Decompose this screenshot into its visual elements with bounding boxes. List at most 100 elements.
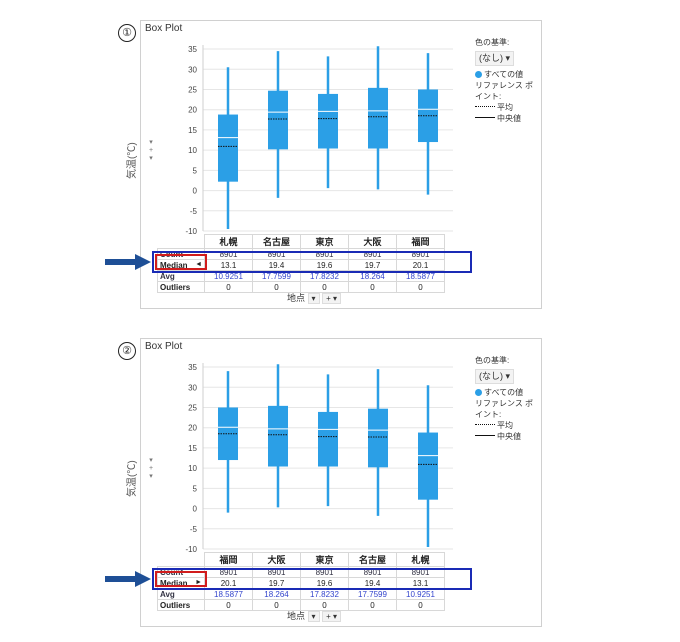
x-axis-add-button[interactable]: + ▾ — [322, 293, 341, 304]
box-plot-panel-2: Box Plot -10 -5 0 5 10 15 20 25 30 35 ▾ + ▾ 気温(℃)… — [127, 338, 542, 627]
legend-median: 中央値 — [497, 114, 521, 123]
box — [318, 93, 338, 149]
y-tick-label: 25 — [188, 85, 197, 94]
legend-title: 色の基準: — [475, 356, 510, 365]
y-tick-label: 35 — [188, 363, 197, 372]
y-axis-add-icon[interactable]: + — [148, 465, 154, 472]
outliers-cell: 0 — [348, 599, 397, 611]
avg-cell: 18.264 — [252, 588, 301, 600]
y-tick-label: 5 — [193, 484, 198, 493]
category-header[interactable]: 福岡 — [396, 234, 445, 249]
color-by-dropdown[interactable]: (なし) ▾ — [475, 369, 515, 384]
category-header[interactable]: 東京 — [300, 552, 349, 567]
legend-reference-points: リファレンス ポイント: — [475, 81, 534, 101]
x-axis-add-button[interactable]: + ▾ — [322, 611, 341, 622]
row-label-outliers[interactable]: Outliers — [157, 599, 205, 611]
legend-all-values: すべての値 — [484, 70, 524, 79]
highlight-median-row — [152, 568, 472, 590]
category-header[interactable]: 大阪 — [348, 234, 397, 249]
outliers-cell: 0 — [348, 281, 397, 293]
y-tick-label: 20 — [188, 424, 197, 433]
y-axis-dropdown-icon[interactable]: ▾ — [149, 457, 153, 464]
series-dot-icon — [475, 71, 482, 78]
series-dot-icon — [475, 389, 482, 396]
outliers-cell: 0 — [396, 599, 445, 611]
y-tick-label: 10 — [188, 464, 197, 473]
y-axis-label: 気温(℃) — [127, 460, 138, 497]
highlight-median-label — [155, 571, 207, 587]
x-axis-controls[interactable]: 地点 ▾ + ▾ — [287, 291, 341, 304]
x-axis-controls[interactable]: 地点 ▾ + ▾ — [287, 609, 341, 622]
row-label-avg[interactable]: Avg — [157, 588, 205, 600]
y-axis-dropdown-icon-2[interactable]: ▾ — [149, 155, 153, 162]
y-tick-label: -10 — [185, 545, 197, 554]
highlight-median-row — [152, 251, 472, 273]
box-plot-1-svg: -10 -5 0 5 10 15 20 25 30 35 — [185, 45, 453, 236]
category-header[interactable]: 東京 — [300, 234, 349, 249]
median-line-icon — [475, 435, 495, 436]
category-header[interactable]: 大阪 — [252, 552, 301, 567]
outliers-cell: 0 — [396, 281, 445, 293]
median-label: Median — [160, 578, 188, 588]
arrow-icon — [105, 571, 151, 587]
sort-ascending-icon[interactable]: ◄ — [195, 260, 202, 268]
y-axis-dropdown-icon[interactable]: ▾ — [149, 139, 153, 146]
panel-title: Box Plot — [145, 341, 183, 352]
category-header[interactable]: 札幌 — [204, 234, 253, 249]
step-2-marker: ② — [118, 342, 136, 360]
box-plot-panel-1: Box Plot -10 -5 0 5 10 15 20 25 30 35 ▾ + ▾ 気温(℃)… — [127, 20, 542, 309]
y-tick-label: 25 — [188, 403, 197, 412]
box — [218, 114, 238, 182]
avg-cell: 10.9251 — [396, 588, 445, 600]
y-axis-controls[interactable]: ▾ + ▾ — [147, 139, 155, 163]
table-corner — [157, 234, 205, 249]
y-tick-label: 35 — [188, 45, 197, 54]
avg-cell: 17.7599 — [348, 588, 397, 600]
y-axis-label: 気温(℃) — [127, 142, 138, 179]
highlight-median-label — [155, 254, 207, 270]
y-tick-label: -5 — [190, 525, 198, 534]
y-tick-label: 20 — [188, 106, 197, 115]
y-axis-add-icon[interactable]: + — [148, 147, 154, 154]
y-tick-label: 30 — [188, 383, 197, 392]
category-header[interactable]: 札幌 — [396, 552, 445, 567]
outliers-cell: 0 — [204, 599, 253, 611]
color-by-dropdown[interactable]: (なし) ▾ — [475, 51, 515, 66]
panel-title: Box Plot — [145, 23, 183, 34]
step-1-marker: ① — [118, 24, 136, 42]
median-label: Median — [160, 260, 188, 270]
box — [268, 90, 288, 150]
row-label-outliers[interactable]: Outliers — [157, 281, 205, 293]
y-tick-label: 0 — [193, 505, 198, 514]
category-header[interactable]: 福岡 — [204, 552, 253, 567]
x-axis-label: 地点 — [287, 611, 306, 621]
y-axis-dropdown-icon-2[interactable]: ▾ — [149, 473, 153, 480]
y-tick-label: 0 — [193, 187, 198, 196]
legend-all-values: すべての値 — [484, 388, 524, 397]
box — [368, 408, 388, 468]
legend-median: 中央値 — [497, 432, 521, 441]
legend-title: 色の基準: — [475, 38, 510, 47]
box — [368, 87, 388, 149]
box-plot-2-svg: -10 -5 0 5 10 15 20 25 30 35 — [185, 363, 453, 554]
y-tick-label: -5 — [190, 207, 198, 216]
y-tick-label: 5 — [193, 166, 198, 175]
box — [268, 405, 288, 467]
avg-cell: 18.5877 — [204, 588, 253, 600]
x-axis-dropdown-button[interactable]: ▾ — [307, 611, 320, 622]
y-axis-controls[interactable]: ▾ + ▾ — [147, 457, 155, 481]
x-axis-label: 地点 — [287, 293, 306, 303]
y-tick-label: 30 — [188, 65, 197, 74]
legend: 色の基準: (なし) ▾ すべての値 リファレンス ポイント: 平均 中央値 — [475, 37, 541, 124]
mean-line-icon — [475, 106, 495, 107]
category-header[interactable]: 名古屋 — [348, 552, 397, 567]
arrow-icon — [105, 254, 151, 270]
x-axis-dropdown-button[interactable]: ▾ — [307, 293, 320, 304]
legend: 色の基準: (なし) ▾ すべての値 リファレンス ポイント: 平均 中央値 — [475, 355, 541, 442]
statistics-table: 札幌 名古屋 東京 大阪 福岡 Count 8901 8901 8901 890… — [157, 234, 445, 293]
category-header[interactable]: 名古屋 — [252, 234, 301, 249]
legend-mean: 平均 — [497, 421, 513, 430]
avg-cell: 17.8232 — [300, 588, 349, 600]
y-tick-label: 15 — [188, 444, 197, 453]
sort-descending-icon[interactable]: ► — [195, 578, 202, 586]
